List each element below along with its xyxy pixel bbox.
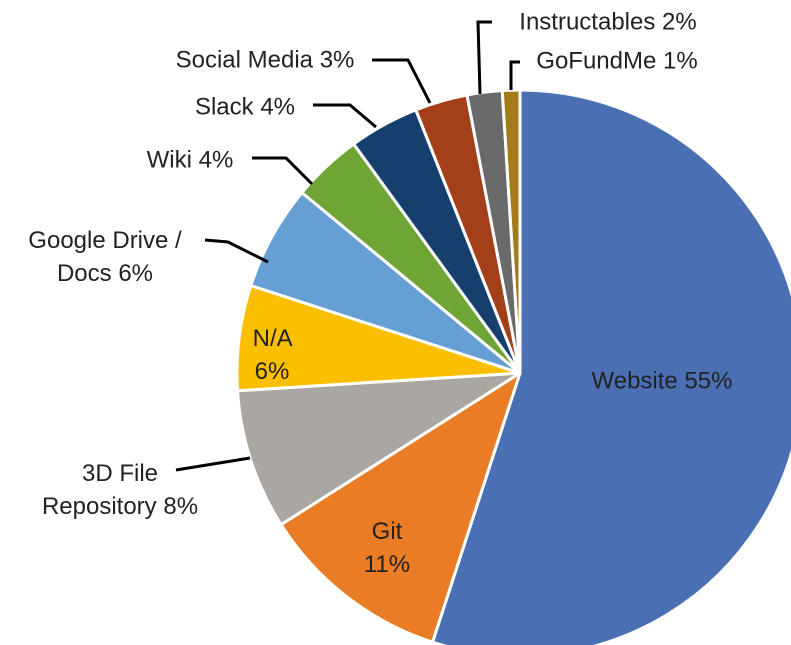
slice-label: GoFundMe 1%: [507, 45, 727, 78]
value-label: 6%: [254, 358, 290, 385]
value-label: 3%: [319, 46, 355, 74]
slice-label: Slack 4%: [165, 91, 325, 124]
pie-slice: [500, 88, 522, 375]
value-label: 4%: [260, 93, 296, 121]
slice-label: Instructables 2%: [478, 6, 738, 39]
slice-label: 3D File Repository 8%: [28, 457, 213, 523]
value-label: 1%: [663, 47, 698, 75]
category-name: Slack: [194, 93, 254, 121]
category-name: Google Drive / Docs: [28, 227, 182, 287]
category-name: Wiki: [146, 146, 192, 174]
value-label: 2%: [662, 8, 697, 36]
leader-line: [175, 456, 251, 472]
pie-slice: [431, 88, 791, 645]
value-label: 55%: [684, 367, 733, 395]
category-name: N/A: [252, 325, 292, 352]
slice-label: N/A 6%: [237, 322, 307, 388]
slice-label: Git 11%: [352, 515, 422, 581]
category-name: Website: [591, 367, 678, 395]
value-label: 11%: [363, 551, 411, 578]
slice-label: Google Drive / Docs 6%: [16, 224, 194, 290]
slice-label: Website 55%: [532, 365, 791, 398]
leader-line: [313, 103, 377, 129]
value-label: 8%: [163, 493, 199, 520]
leader-line: [476, 20, 492, 95]
value-label: 4%: [198, 146, 234, 174]
category-name: Social Media: [175, 46, 314, 74]
category-name: Git: [371, 518, 403, 545]
category-name: GoFundMe: [536, 47, 657, 75]
category-name: 3D File Repository: [41, 460, 159, 520]
category-name: Instructables: [519, 8, 656, 36]
pie-slice: [279, 371, 522, 644]
value-label: 6%: [118, 260, 154, 287]
leader-line: [509, 60, 520, 90]
leader-line: [252, 156, 314, 186]
pie-slice: [236, 371, 522, 527]
leader-line: [372, 58, 432, 104]
leader-line: [204, 238, 269, 264]
slice-label: Wiki 4%: [110, 144, 270, 177]
slice-label: Social Media 3%: [135, 44, 395, 77]
